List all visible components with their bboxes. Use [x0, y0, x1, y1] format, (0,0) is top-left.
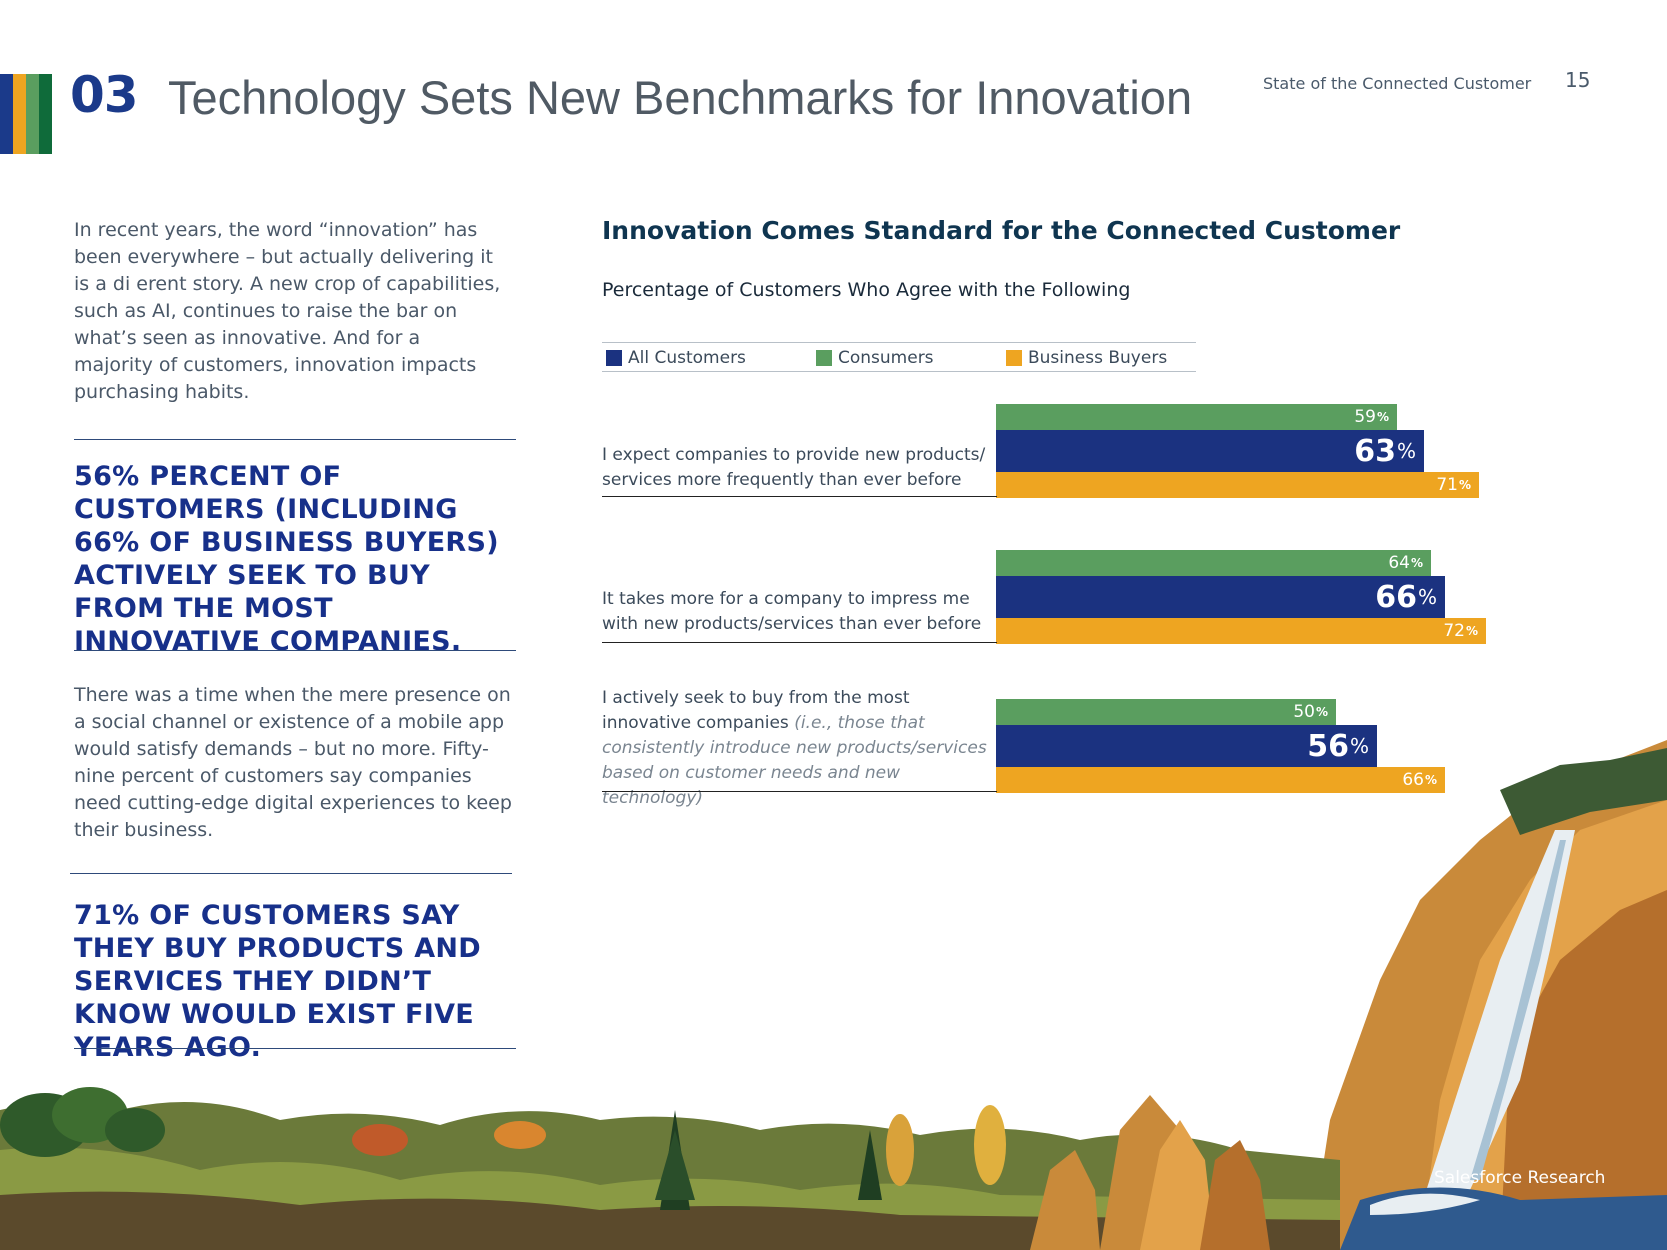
legend-swatch-consumers [816, 350, 832, 366]
question-text: It takes more for a company to impress m… [602, 589, 982, 634]
divider [74, 1048, 516, 1049]
bar-all-customers: 56% [996, 725, 1377, 767]
question-baseline [602, 642, 997, 643]
legend-item-business-buyers: Business Buyers [1006, 348, 1167, 368]
bar-value-unit: % [1396, 439, 1416, 463]
bar-value-unit: % [1315, 705, 1328, 719]
question-label: I actively seek to buy from the most inn… [602, 686, 992, 811]
bar-value-label: 71 [1436, 475, 1458, 495]
legend-swatch-all-customers [606, 350, 622, 366]
callout-stat-2: 71% of customers say they buy products a… [74, 900, 482, 1063]
accent-stripe-blue-2 [39, 74, 52, 154]
bar-value-unit: % [1458, 478, 1471, 492]
bar-value-unit: % [1410, 556, 1423, 570]
bar-value-label: 56 [1307, 728, 1349, 764]
bar-value-label: 66 [1402, 770, 1424, 790]
bar-value-label: 64 [1388, 553, 1410, 573]
legend-label: All Customers [628, 348, 746, 368]
section-number: 03 [70, 66, 139, 124]
chart-subtitle: Percentage of Customers Who Agree with t… [602, 279, 1131, 301]
legend-item-consumers: Consumers [816, 348, 934, 368]
page-number: 15 [1565, 68, 1591, 92]
report-name: State of the Connected Customer [1263, 74, 1532, 93]
question-baseline [602, 496, 997, 497]
legend-swatch-business-buyers [1006, 350, 1022, 366]
bar-consumers: 50% [996, 699, 1336, 725]
accent-stripe-blue [0, 74, 13, 154]
bar-value-label: 63 [1354, 433, 1396, 469]
intro-paragraph: In recent years, the word “innovation” h… [74, 219, 501, 403]
bar-all-customers: 63% [996, 430, 1424, 472]
callout-stat-1: 56% percent of customers (including 66% … [74, 461, 499, 657]
bar-business-buyers: 66% [996, 767, 1445, 793]
question-text: I expect companies to provide new produc… [602, 445, 986, 490]
bar-business-buyers: 72% [996, 618, 1486, 644]
bar-value-label: 50 [1293, 702, 1315, 722]
bar-value-unit: % [1465, 624, 1478, 638]
body-paragraph: There was a time when the mere presence … [74, 684, 512, 841]
question-baseline [602, 791, 997, 792]
bar-value-unit: % [1376, 410, 1389, 424]
bar-value-unit: % [1349, 734, 1369, 758]
legend-label: Business Buyers [1028, 348, 1168, 368]
chart-title: Innovation Comes Standard for the Connec… [602, 216, 1401, 245]
bar-value-unit: % [1424, 773, 1437, 787]
divider [74, 650, 516, 651]
question-text: I actively seek to buy from the most inn… [602, 688, 910, 733]
legend-item-all-customers: All Customers [606, 348, 746, 368]
question-label: It takes more for a company to impress m… [602, 587, 992, 637]
bar-value-unit: % [1417, 585, 1437, 609]
accent-stripe-green [26, 74, 39, 154]
bar-business-buyers: 71% [996, 472, 1479, 498]
accent-stripe-gold [13, 74, 26, 154]
question-label: I expect companies to provide new produc… [602, 443, 992, 493]
bar-all-customers: 66% [996, 576, 1445, 618]
bar-consumers: 64% [996, 550, 1431, 576]
bar-value-label: 72 [1443, 621, 1465, 641]
divider [70, 873, 512, 874]
question-note: (i.e., those that consistently introduce… [602, 713, 987, 808]
footer-credit: Salesforce Research [1434, 1168, 1606, 1188]
section-accent-strip [0, 74, 52, 154]
bar-consumers: 59% [996, 404, 1397, 430]
bar-value-label: 66 [1375, 579, 1417, 615]
page-title: Technology Sets New Benchmarks for Innov… [168, 71, 1193, 124]
legend-label: Consumers [838, 348, 934, 368]
bar-value-label: 59 [1354, 407, 1376, 427]
chart-legend: All Customers Consumers Business Buyers [602, 342, 1196, 372]
divider [74, 439, 516, 440]
